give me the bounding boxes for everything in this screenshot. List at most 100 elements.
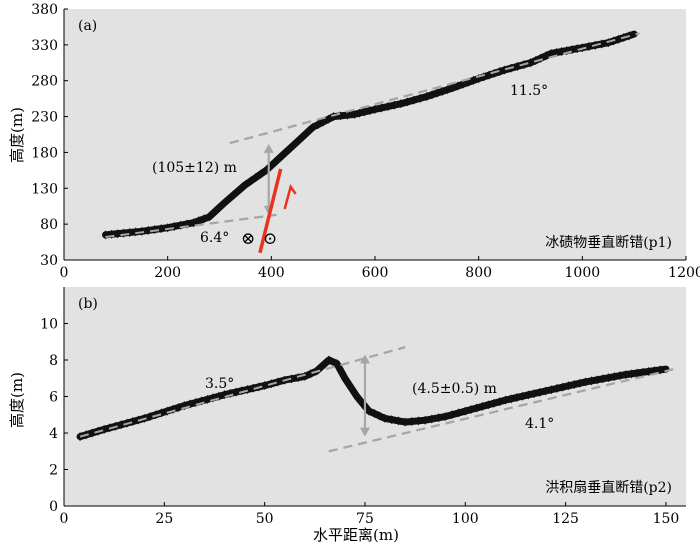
profile-point	[88, 428, 96, 438]
profile-point	[353, 392, 361, 401]
profile-point	[605, 373, 613, 383]
panel-a-lower-slope-label: 6.4°	[200, 230, 229, 246]
profile-point	[287, 374, 295, 384]
y-tick-label: 0	[49, 499, 58, 515]
profile-point	[433, 88, 441, 98]
panel-a: 0 200 400 600 800 1000 1200 30 80 130 180 230 280 330…	[8, 2, 700, 281]
x-tick-label: 1200	[668, 265, 700, 281]
x-tick-label: 125	[552, 511, 579, 527]
x-tick-label: 100	[452, 511, 479, 527]
profile-point	[366, 106, 374, 116]
profile-point	[610, 372, 618, 382]
profile-point	[582, 377, 590, 387]
profile-point	[496, 397, 504, 407]
profile-point	[547, 385, 555, 395]
profile-point	[428, 414, 436, 424]
y-tick-label: 180	[31, 145, 58, 161]
profile-point	[403, 97, 411, 107]
profile-point	[355, 108, 363, 118]
profile-point	[593, 375, 601, 385]
profile-point	[633, 368, 641, 378]
x-tick-label: 0	[60, 265, 69, 281]
profile-point	[319, 117, 327, 127]
profile-point	[376, 411, 384, 421]
profile-point	[448, 410, 456, 420]
profile-point	[397, 99, 405, 109]
profile-point	[490, 398, 498, 408]
profile-point	[467, 405, 475, 415]
fit-line-overlay	[105, 213, 277, 239]
fit-line-overlay	[229, 32, 640, 145]
profile-point	[484, 400, 492, 410]
profile-point	[261, 381, 269, 391]
profile-point	[461, 406, 469, 416]
profile-point	[343, 110, 351, 120]
profile-point	[377, 103, 385, 113]
profile-point	[324, 114, 332, 124]
profile-point	[559, 382, 567, 392]
profile-point	[114, 229, 122, 239]
profile-point	[616, 371, 624, 381]
panel-b-upper-slope-label: 3.5°	[205, 376, 234, 392]
panel-b-label: (b)	[78, 296, 98, 312]
x-tick-label: 25	[155, 511, 173, 527]
profile-point	[307, 369, 315, 379]
panel-b-y-axis-title: 高度(m)	[8, 372, 26, 428]
profile-point	[394, 416, 402, 426]
panel-b-lower-slope-label: 4.1°	[525, 416, 554, 432]
profile-point	[570, 380, 578, 390]
profile-point	[361, 107, 369, 117]
y-tick-label: 10	[40, 317, 58, 333]
profile-point	[257, 169, 265, 179]
profile-point	[309, 122, 317, 132]
profile-point	[195, 216, 203, 226]
profile-point	[438, 86, 446, 96]
profile-point	[501, 65, 509, 75]
profile-point	[598, 39, 606, 49]
profile-point	[129, 417, 137, 427]
profile-point	[274, 377, 282, 387]
offset-arrow-head-up	[359, 354, 370, 364]
profile-point	[232, 387, 240, 397]
profile-point	[423, 91, 431, 101]
profile-point	[553, 383, 561, 393]
x-tick-label: 200	[154, 265, 181, 281]
profile-point	[552, 48, 560, 58]
profile-point	[519, 391, 527, 401]
panel-b-x-axis-title: 水平距离(m)	[313, 526, 399, 544]
profile-point	[513, 393, 521, 403]
profile-point	[585, 41, 593, 51]
profile-point	[117, 420, 125, 430]
fault-trace-line	[258, 168, 283, 254]
profile-point	[628, 369, 636, 379]
profile-point	[414, 416, 422, 426]
profile-point	[384, 102, 392, 112]
profile-point	[622, 370, 630, 380]
y-tick-label: 330	[31, 38, 58, 54]
profile-point	[435, 413, 443, 423]
y-tick-label: 6	[49, 390, 58, 406]
fit-line-overlay	[79, 346, 406, 438]
profile-point	[576, 378, 584, 388]
x-tick-label: 50	[256, 511, 274, 527]
profile-point	[524, 390, 532, 400]
panel-a-label: (a)	[78, 18, 97, 34]
offset-arrow-head-up	[263, 143, 274, 153]
profile-point	[444, 85, 452, 95]
profile-point	[587, 376, 595, 386]
x-tick-label: 800	[465, 265, 492, 281]
panel-a-upper-slope-label: 11.5°	[510, 83, 548, 99]
x-tick-label: 150	[653, 511, 680, 527]
x-tick-label: 600	[362, 265, 389, 281]
profile-point	[455, 408, 463, 418]
profile-point	[536, 387, 544, 397]
profile-point	[301, 371, 309, 381]
y-tick-label: 280	[31, 74, 58, 90]
profile-point	[454, 81, 462, 91]
profile-point	[416, 93, 424, 103]
profile-point	[478, 401, 486, 411]
y-tick-label: 380	[31, 2, 58, 18]
profile-point	[469, 75, 477, 85]
